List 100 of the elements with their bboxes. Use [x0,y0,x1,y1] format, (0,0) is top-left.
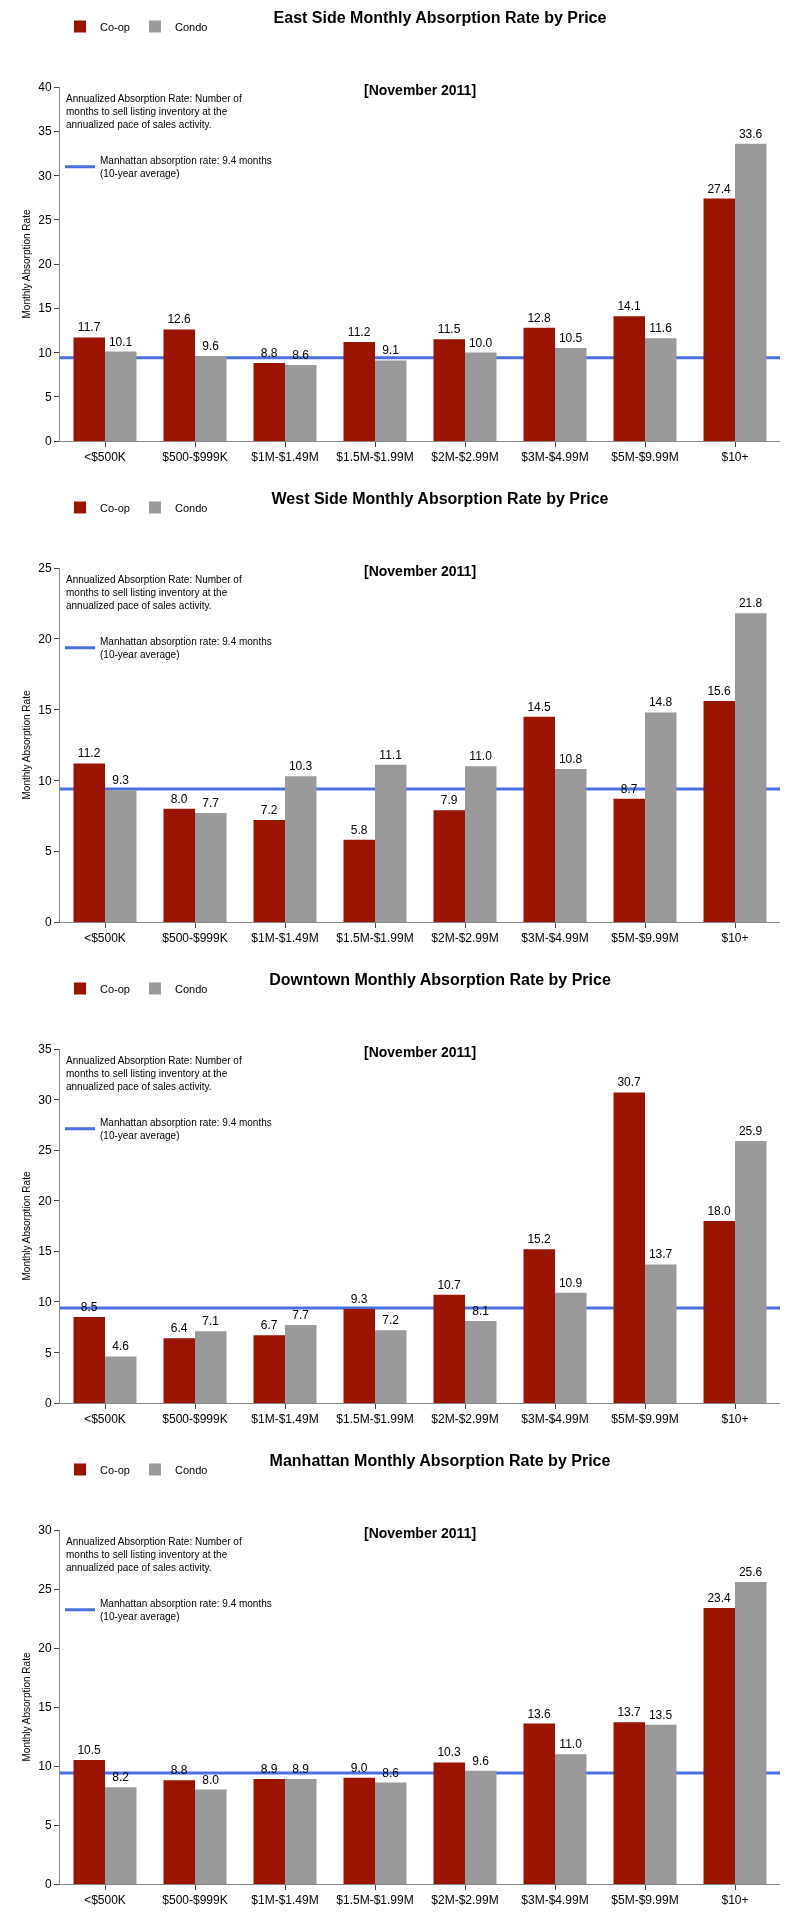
bar [555,1292,587,1403]
data-label: 13.7 [617,1705,642,1720]
y-tick-label: 0 [44,915,52,930]
bar [433,810,465,922]
legend-label: Co-op [100,1463,130,1476]
x-tick-label: <$500K [84,1893,126,1908]
y-tick-label: 30 [38,1523,52,1538]
bar [433,1294,465,1403]
y-tick-label: 15 [38,702,52,717]
y-tick-label: 25 [38,1582,52,1597]
bar [195,1789,227,1884]
bar [465,352,497,441]
bar [735,143,767,441]
x-tick-label: $2M-$2.99M [431,931,499,946]
data-label: 12.6 [167,312,192,327]
data-label: 13.7 [648,1247,673,1262]
data-label: 10.0 [468,335,493,350]
x-tick-label: $1.5M-$1.99M [336,1893,414,1908]
bar [465,1770,497,1884]
legend-label: Co-op [100,501,130,514]
bar [613,1092,645,1403]
bar [555,348,587,441]
bar [285,1778,317,1884]
y-tick-label: 5 [44,844,52,859]
bar [703,1607,735,1884]
y-tick-label: 30 [38,1092,52,1107]
data-label: 7.9 [440,793,458,808]
data-label: 10.9 [558,1275,583,1290]
data-label: 23.4 [707,1590,732,1605]
x-tick-label: $500-$999K [162,931,228,946]
data-label: 11.0 [559,1737,583,1752]
data-label: 11.5 [437,322,461,337]
bar [735,613,767,922]
legend-label: Co-op [100,20,130,33]
x-tick-label: $3M-$4.99M [521,450,589,465]
bar [523,1249,555,1403]
y-tick-label: 5 [44,1818,52,1833]
x-tick-label: $5M-$9.99M [611,450,679,465]
bar [613,798,645,922]
y-tick-label: 15 [38,1700,52,1715]
bar [375,360,407,441]
data-label: 15.2 [527,1232,552,1247]
bar [285,364,317,441]
x-tick-label: $10+ [721,450,749,465]
data-label: 8.0 [202,1772,220,1787]
bar [285,1325,317,1403]
y-tick-label: 10 [38,1759,52,1774]
bar [555,769,587,922]
bar [613,1722,645,1884]
chart-subtitle: [November 2011] [364,1044,477,1060]
bar [285,776,317,922]
x-tick-label: $3M-$4.99M [521,1893,589,1908]
data-label: 25.9 [738,1124,763,1139]
bar [163,329,195,441]
data-label: 21.8 [738,596,763,611]
bar [195,356,227,441]
data-label: 7.7 [202,795,220,810]
x-tick-label: $3M-$4.99M [521,931,589,946]
data-label: 10.8 [558,752,583,767]
bar [523,1723,555,1884]
x-tick-label: $500-$999K [162,450,228,465]
bar [703,198,735,441]
y-axis-title: Monthly Absorption Rate [21,690,32,800]
data-label: 9.1 [382,343,400,358]
chart-subtitle: [November 2011] [364,563,477,579]
data-label: 9.0 [350,1760,368,1775]
data-label: 14.5 [527,699,552,714]
x-tick-label: $500-$999K [162,1412,228,1427]
bar [195,812,227,922]
data-label: 8.2 [112,1770,130,1785]
data-label: 12.8 [527,310,552,325]
data-label: 11.1 [379,747,403,762]
legend-label: Manhattan absorption rate: 9.4 months (10-year average) [100,1117,272,1142]
x-tick-label: $1.5M-$1.99M [336,931,414,946]
data-label: 8.6 [382,1765,400,1780]
data-label: 30.7 [617,1075,642,1090]
bar [375,764,407,922]
data-label: 8.8 [260,346,278,361]
y-tick-label: 20 [38,632,52,646]
bar [375,1782,407,1884]
legend-label: Co-op [100,982,130,995]
y-tick-label: 20 [38,1193,52,1208]
y-axis-title: Monthly Absorption Rate [21,209,32,319]
data-label: 6.4 [170,1321,188,1336]
x-tick-label: $1M-$1.49M [251,450,319,465]
bar [253,363,285,441]
bar [735,1581,767,1884]
x-tick-label: $10+ [721,1893,749,1908]
bar [645,1264,677,1403]
chart-title: Manhattan Monthly Absorption Rate by Price [269,1452,611,1470]
data-label: 25.6 [738,1564,763,1579]
data-label: 9.3 [350,1291,368,1306]
y-tick-label: 15 [38,301,52,316]
bar [735,1141,767,1403]
data-label: 14.8 [648,695,673,710]
y-tick-label: 25 [38,561,52,576]
x-tick-label: $1M-$1.49M [251,931,319,946]
legend-label: Condo [174,501,208,514]
y-tick-label: 10 [38,345,52,360]
y-tick-label: 25 [38,212,52,227]
